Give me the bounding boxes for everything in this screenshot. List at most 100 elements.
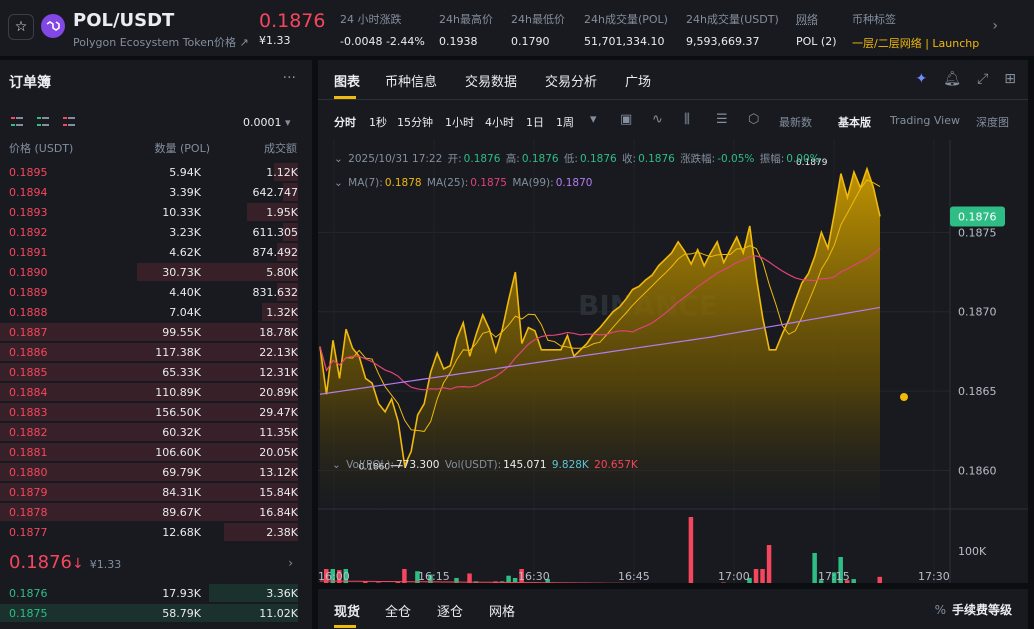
mid-price-row[interactable]: 0.1876↓ ¥1.33 › [9, 552, 297, 580]
row-total: 642.747 [252, 186, 299, 199]
x-tick-label: 17:30 [918, 570, 950, 583]
interval-15m[interactable]: 15分钟 [397, 116, 433, 129]
ask-row[interactable]: 0.1889 4.40K 831.632 [0, 282, 312, 302]
favorite-star-icon[interactable]: ☆ [8, 14, 34, 40]
interval-1s[interactable]: 1秒 [369, 116, 387, 129]
stat-24h-vol-usdt: 24h成交量(USDT) 9,593,669.37 [686, 13, 779, 48]
ask-row[interactable]: 0.1881 106.60K 20.05K [0, 442, 312, 462]
ask-row[interactable]: 0.1882 60.32K 11.35K [0, 422, 312, 442]
row-price: 0.1885 [9, 366, 48, 379]
row-price: 0.1891 [9, 246, 48, 259]
low-marker: 0.1860 [359, 463, 391, 473]
depth-bar [0, 423, 298, 441]
tab-grid[interactable]: 网格 [489, 605, 516, 620]
tab-isolated[interactable]: 逐仓 [437, 605, 464, 620]
caret-down-icon[interactable]: ▾ [590, 112, 597, 127]
ask-row[interactable]: 0.1890 30.73K 5.80K [0, 262, 312, 282]
stat-network[interactable]: 网络 POL (2) [796, 13, 837, 48]
depth-chart-toggle[interactable]: 深度图 [976, 116, 1009, 129]
ask-row[interactable]: 0.1885 65.33K 12.31K [0, 362, 312, 382]
ask-row[interactable]: 0.1884 110.89K 20.89K [0, 382, 312, 402]
ask-row[interactable]: 0.1888 7.04K 1.32K [0, 302, 312, 322]
tab-spot[interactable]: 现货 [334, 605, 361, 620]
pair-subtitle[interactable]: Polygon Ecosystem Token价格 ↗ [73, 36, 249, 49]
basic-version-toggle[interactable]: 基本版 [838, 116, 871, 129]
depth-bar [0, 463, 298, 481]
volume-bar [324, 569, 329, 583]
ma7-line [319, 179, 881, 432]
pair-title: POL/USDT [73, 10, 175, 31]
price-area [320, 168, 880, 507]
row-amount: 60.32K [162, 426, 201, 439]
ask-row[interactable]: 0.1886 117.38K 22.13K [0, 342, 312, 362]
row-amount: 58.79K [162, 607, 201, 620]
high-marker: 0.1879 [796, 158, 828, 168]
bid-row[interactable]: 0.1875 58.79K 11.02K [0, 603, 312, 623]
ask-row[interactable]: 0.1892 3.23K 611.305 [0, 222, 312, 242]
row-total: 22.13K [259, 346, 298, 359]
layout-grid-icon[interactable]: ⊞ [1004, 71, 1016, 87]
both-sides-view-icon[interactable] [11, 117, 23, 129]
fee-level[interactable]: % 手续费等级 [934, 603, 1012, 617]
asks-list: 0.1895 5.94K 1.12K 0.1894 3.39K 642.747 0.1893… [0, 162, 312, 542]
row-amount: 3.39K [169, 186, 201, 199]
bid-row[interactable]: 0.1876 17.93K 3.36K [0, 583, 312, 603]
bell-icon[interactable]: 🔔︎ [943, 71, 962, 87]
chevron-icon: ⌄ [332, 459, 341, 471]
tab-chart[interactable]: 图表 [334, 75, 361, 90]
ask-row[interactable]: 0.1877 12.68K 2.38K [0, 522, 312, 542]
ask-row[interactable]: 0.1891 4.62K 874.492 [0, 242, 312, 262]
tab-trading-data[interactable]: 交易数据 [465, 75, 518, 90]
ask-row[interactable]: 0.1893 10.33K 1.95K [0, 202, 312, 222]
ask-row[interactable]: 0.1879 84.31K 15.84K [0, 482, 312, 502]
row-amount: 69.79K [162, 466, 201, 479]
interval-line[interactable]: 分时 [334, 116, 356, 129]
ask-row[interactable]: 0.1883 156.50K 29.47K [0, 402, 312, 422]
chart-axes: 0.1875 0.1870 0.1865 0.1860 16:00 16:15 16:30 1… [318, 206, 1005, 583]
ask-row[interactable]: 0.1880 69.79K 13.12K [0, 462, 312, 482]
x-tick-label: 16:45 [618, 570, 650, 583]
interval-1w[interactable]: 1周 [556, 116, 574, 129]
current-price-label: 0.1876 [958, 210, 997, 223]
latest-value-toggle[interactable]: 最新数 [779, 116, 812, 129]
depth-bar [0, 343, 298, 361]
expand-icon[interactable]: ⤢ [977, 71, 989, 87]
hexagon-icon[interactable]: ⬡ [748, 112, 760, 127]
current-price-badge [950, 206, 1005, 227]
chevron-right-icon[interactable]: › [992, 18, 998, 34]
row-total: 13.12K [259, 466, 298, 479]
ai-sparkle-icon[interactable]: ✦ [915, 71, 928, 87]
tab-cross[interactable]: 全仓 [385, 605, 412, 620]
candlestick-icon[interactable]: ⫼ [684, 112, 690, 127]
interval-1h[interactable]: 1小时 [445, 116, 474, 129]
row-total: 5.80K [266, 266, 298, 279]
tab-coin-info[interactable]: 币种信息 [385, 75, 438, 90]
precision-select[interactable]: 0.0001 ▾ [243, 116, 291, 129]
calendar-icon[interactable]: ▣ [620, 112, 633, 127]
row-total: 831.632 [252, 286, 299, 299]
ask-row[interactable]: 0.1894 3.39K 642.747 [0, 182, 312, 202]
indicator-icon[interactable]: ∿ [652, 112, 663, 127]
trading-view-toggle[interactable]: Trading View [890, 114, 960, 127]
settings-list-icon[interactable]: ☰ [716, 112, 728, 127]
chevron-icon: ⌄ [334, 153, 343, 165]
last-price: 0.1876 [259, 10, 326, 32]
row-amount: 99.55K [162, 326, 201, 339]
ask-row[interactable]: 0.1895 5.94K 1.12K [0, 162, 312, 182]
ask-row[interactable]: 0.1878 89.67K 16.84K [0, 502, 312, 522]
tab-trading-analysis[interactable]: 交易分析 [545, 75, 598, 90]
interval-4h[interactable]: 4小时 [485, 116, 514, 129]
asks-only-view-icon[interactable] [63, 117, 75, 129]
tab-square[interactable]: 广场 [625, 75, 652, 90]
bids-only-view-icon[interactable] [37, 117, 49, 129]
depth-bar [137, 263, 298, 281]
depth-bar [0, 323, 298, 341]
row-price: 0.1890 [9, 266, 48, 279]
more-options-icon[interactable]: ··· [282, 70, 296, 86]
chevron-right-icon[interactable]: › [288, 556, 293, 570]
ask-row[interactable]: 0.1887 99.55K 18.78K [0, 322, 312, 342]
interval-1d[interactable]: 1日 [526, 116, 544, 129]
stat-tags[interactable]: 币种标签 一层/二层网络 | Launchp [852, 13, 980, 50]
last-price-cny: ¥1.33 [259, 34, 291, 47]
